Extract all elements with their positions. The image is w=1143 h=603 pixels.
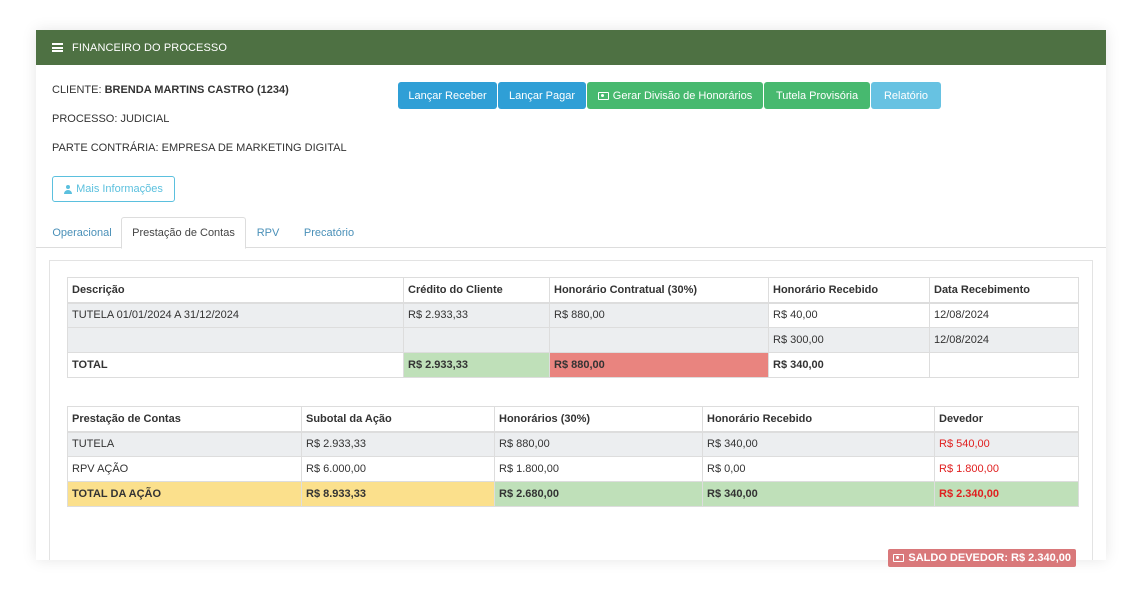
more-info-label: Mais Informações (76, 183, 163, 195)
cell-recebido: R$ 340,00 (702, 431, 935, 457)
cell-prestacao: TUTELA (67, 431, 302, 457)
tab-rpv[interactable]: RPV (256, 226, 280, 239)
cell-data: 12/08/2024 (929, 327, 1079, 353)
panel-header: FINANCEIRO DO PROCESSO (36, 30, 1106, 65)
total-subtotal: R$ 8.933,33 (301, 481, 495, 507)
list-icon (52, 43, 63, 52)
money-icon (597, 91, 609, 100)
col-prestacao: Prestação de Contas (67, 406, 302, 433)
cell-recebido: R$ 300,00 (768, 327, 930, 353)
table-row: TUTELA 01/01/2024 A 31/12/2024 R$ 2.933,… (67, 302, 1079, 328)
tutela-provisoria-button[interactable]: Tutela Provisória (764, 82, 870, 109)
lancar-receber-button[interactable]: Lançar Receber (398, 82, 497, 109)
lancar-receber-label: Lançar Receber (408, 89, 487, 102)
cell-credito: R$ 2.933,33 (403, 302, 550, 328)
total-devedor: R$ 2.340,00 (934, 481, 1079, 507)
cell-data: 12/08/2024 (929, 302, 1079, 328)
cell-empty (403, 327, 550, 353)
total-honorarios: R$ 2.680,00 (494, 481, 703, 507)
col-descricao: Descrição (67, 277, 404, 304)
saldo-devedor-badge: SALDO DEVEDOR: R$ 2.340,00 (888, 549, 1076, 567)
total-credito: R$ 2.933,33 (403, 352, 550, 378)
cell-subtotal: R$ 6.000,00 (301, 456, 495, 482)
tab-bar: Operacional Prestação de Contas RPV Prec… (36, 217, 1106, 249)
total-recebido: R$ 340,00 (702, 481, 935, 507)
tab-prestacao-de-contas[interactable]: Prestação de Contas (121, 217, 246, 249)
saldo-devedor-label: SALDO DEVEDOR: R$ 2.340,00 (908, 552, 1071, 564)
col-honorario-contratual: Honorário Contratual (30%) (549, 277, 769, 304)
lancar-pagar-button[interactable]: Lançar Pagar (498, 82, 586, 109)
tab-content: Descrição Crédito do Cliente Honorário C… (49, 260, 1093, 567)
col-credito: Crédito do Cliente (403, 277, 550, 304)
parte-contraria-line: PARTE CONTRÁRIA: EMPRESA DE MARKETING DI… (52, 142, 347, 154)
prestacao-table: Prestação de Contas Subotal da Ação Hono… (67, 406, 1079, 507)
table-row: R$ 300,00 12/08/2024 (67, 327, 1079, 353)
col-subtotal: Subotal da Ação (301, 406, 495, 433)
gerar-divisao-label: Gerar Divisão de Honorários (612, 89, 753, 102)
cell-recebido: R$ 40,00 (768, 302, 930, 328)
cell-descricao: TUTELA 01/01/2024 A 31/12/2024 (67, 302, 404, 328)
cliente-label: CLIENTE: (52, 84, 102, 96)
tab-precatorio[interactable]: Precatório (303, 226, 355, 239)
table-total-row: TOTAL DA AÇÃO R$ 8.933,33 R$ 2.680,00 R$… (67, 481, 1079, 507)
total-label: TOTAL DA AÇÃO (67, 481, 302, 507)
cell-honorarios: R$ 880,00 (494, 431, 703, 457)
tutela-provisoria-label: Tutela Provisória (775, 89, 859, 102)
col-honorario-recebido: Honorário Recebido (768, 277, 930, 304)
total-label: TOTAL (67, 352, 404, 378)
cliente-value: BRENDA MARTINS CASTRO (1234) (104, 84, 289, 96)
relatorio-button[interactable]: Relatório (871, 82, 941, 109)
more-info-button[interactable]: Mais Informações (52, 176, 175, 202)
col-recebido: Honorário Recebido (702, 406, 935, 433)
table-header-row: Prestação de Contas Subotal da Ação Hono… (67, 406, 1079, 433)
action-buttons: Lançar Receber Lançar Pagar Gerar Divisã… (398, 82, 942, 109)
table-row: TUTELA R$ 2.933,33 R$ 880,00 R$ 340,00 R… (67, 431, 1079, 457)
col-devedor: Devedor (934, 406, 1079, 433)
panel-title: FINANCEIRO DO PROCESSO (72, 41, 227, 54)
cell-subtotal: R$ 2.933,33 (301, 431, 495, 457)
cell-devedor: R$ 540,00 (934, 431, 1079, 457)
financeiro-panel: FINANCEIRO DO PROCESSO CLIENTE: BRENDA M… (36, 30, 1106, 567)
honorarios-table: Descrição Crédito do Cliente Honorário C… (67, 277, 1079, 378)
cell-recebido: R$ 0,00 (702, 456, 935, 482)
cell-empty (549, 327, 769, 353)
money-icon (893, 554, 905, 562)
cell-devedor: R$ 1.800,00 (934, 456, 1079, 482)
cliente-line: CLIENTE: BRENDA MARTINS CASTRO (1234) (52, 84, 289, 96)
cell-empty (67, 327, 404, 353)
col-honorarios: Honorários (30%) (494, 406, 703, 433)
total-empty (929, 352, 1079, 378)
total-honorario: R$ 880,00 (549, 352, 769, 378)
gerar-divisao-button[interactable]: Gerar Divisão de Honorários (587, 82, 763, 109)
processo-line: PROCESSO: JUDICIAL (52, 113, 170, 125)
user-icon (64, 184, 73, 194)
table-row: RPV AÇÃO R$ 6.000,00 R$ 1.800,00 R$ 0,00… (67, 456, 1079, 482)
cell-honorario: R$ 880,00 (549, 302, 769, 328)
tab-operacional[interactable]: Operacional (52, 226, 112, 239)
cell-prestacao: RPV AÇÃO (67, 456, 302, 482)
table-header-row: Descrição Crédito do Cliente Honorário C… (67, 277, 1079, 304)
cell-honorarios: R$ 1.800,00 (494, 456, 703, 482)
lancar-pagar-label: Lançar Pagar (508, 89, 576, 102)
relatorio-label: Relatório (883, 89, 929, 102)
total-recebido: R$ 340,00 (768, 352, 930, 378)
table-total-row: TOTAL R$ 2.933,33 R$ 880,00 R$ 340,00 (67, 352, 1079, 378)
col-data-recebimento: Data Recebimento (929, 277, 1079, 304)
